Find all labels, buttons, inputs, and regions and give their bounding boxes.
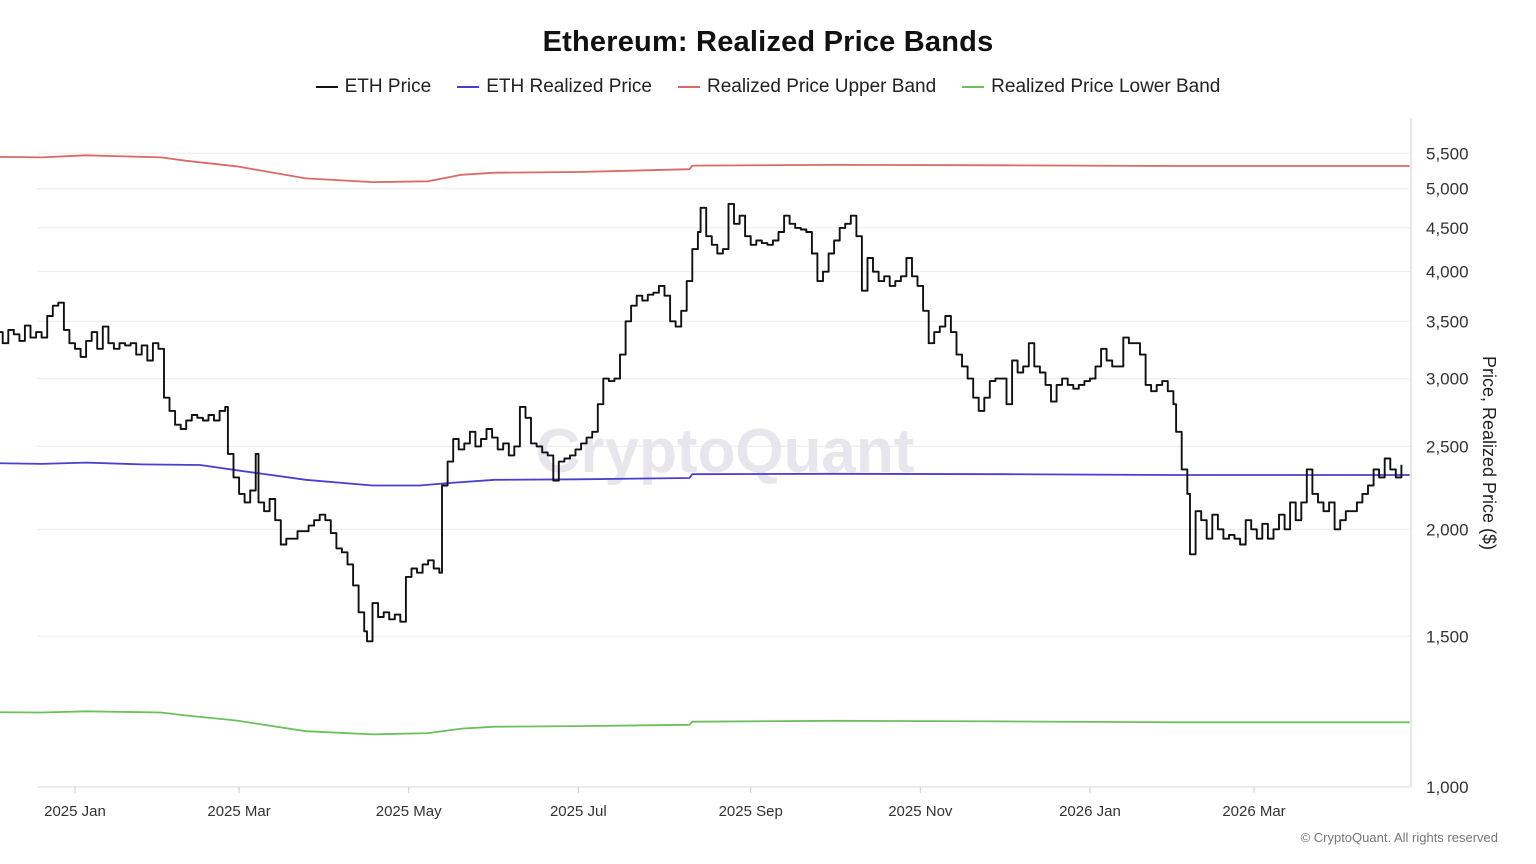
y-axis-title: Price, Realized Price ($) xyxy=(1479,356,1499,550)
legend-swatch xyxy=(457,86,480,88)
legend-item[interactable]: ETH Realized Price xyxy=(457,76,652,98)
y-tick-label: 2,000 xyxy=(1426,520,1469,539)
legend-item[interactable]: ETH Price xyxy=(315,76,432,98)
chart-title: Ethereum: Realized Price Bands xyxy=(542,26,994,58)
legend-swatch xyxy=(315,86,338,88)
y-tick-label: 4,500 xyxy=(1426,219,1469,238)
x-tick-label: 2025 Nov xyxy=(888,803,953,820)
series-line-eth-price xyxy=(0,202,1403,643)
legend-swatch xyxy=(962,86,985,88)
y-tick-label: 2,500 xyxy=(1426,437,1469,456)
copyright-notice: © CryptoQuant. All rights reserved xyxy=(1300,830,1498,845)
y-tick-label: 3,500 xyxy=(1426,312,1469,331)
legend-item[interactable]: Realized Price Lower Band xyxy=(962,76,1220,98)
y-tick-label: 4,000 xyxy=(1426,263,1469,282)
x-tick-label: 2025 May xyxy=(376,803,442,820)
legend-swatch xyxy=(677,86,700,88)
y-tick-label: 1,500 xyxy=(1426,627,1469,646)
legend-label: Realized Price Upper Band xyxy=(706,76,937,97)
y-tick-label: 1,000 xyxy=(1426,778,1469,797)
watermark-text: CryptoQuant xyxy=(536,417,915,486)
x-tick-label: 2026 Mar xyxy=(1222,803,1285,820)
series-line-realized-price-lower-band xyxy=(0,710,1410,736)
x-tick-label: 2025 Sep xyxy=(719,803,783,820)
legend-label: ETH Realized Price xyxy=(486,76,652,97)
legend-label: ETH Price xyxy=(344,76,432,97)
x-tick-label: 2025 Jul xyxy=(550,803,607,820)
x-tick-label: 2025 Mar xyxy=(207,803,270,820)
legend-item[interactable]: Realized Price Upper Band xyxy=(677,76,937,98)
x-tick-label: 2026 Jan xyxy=(1059,803,1121,820)
series-layer xyxy=(0,154,1410,736)
x-tick-label: 2025 Jan xyxy=(44,803,106,820)
series-line-realized-price-upper-band xyxy=(0,154,1410,183)
legend: ETH Price ETH Realized Price Realized Pric… xyxy=(0,76,1536,98)
axes: 1,000 1,500 2,000 2,500 3,000 3,500 4,000 4,500… xyxy=(37,118,1499,820)
y-tick-label: 5,000 xyxy=(1426,180,1469,199)
legend-label: Realized Price Lower Band xyxy=(991,76,1221,97)
y-tick-label: 3,000 xyxy=(1426,370,1469,389)
series-line-eth-realized-price xyxy=(0,461,1410,487)
y-tick-label: 5,500 xyxy=(1426,144,1469,163)
